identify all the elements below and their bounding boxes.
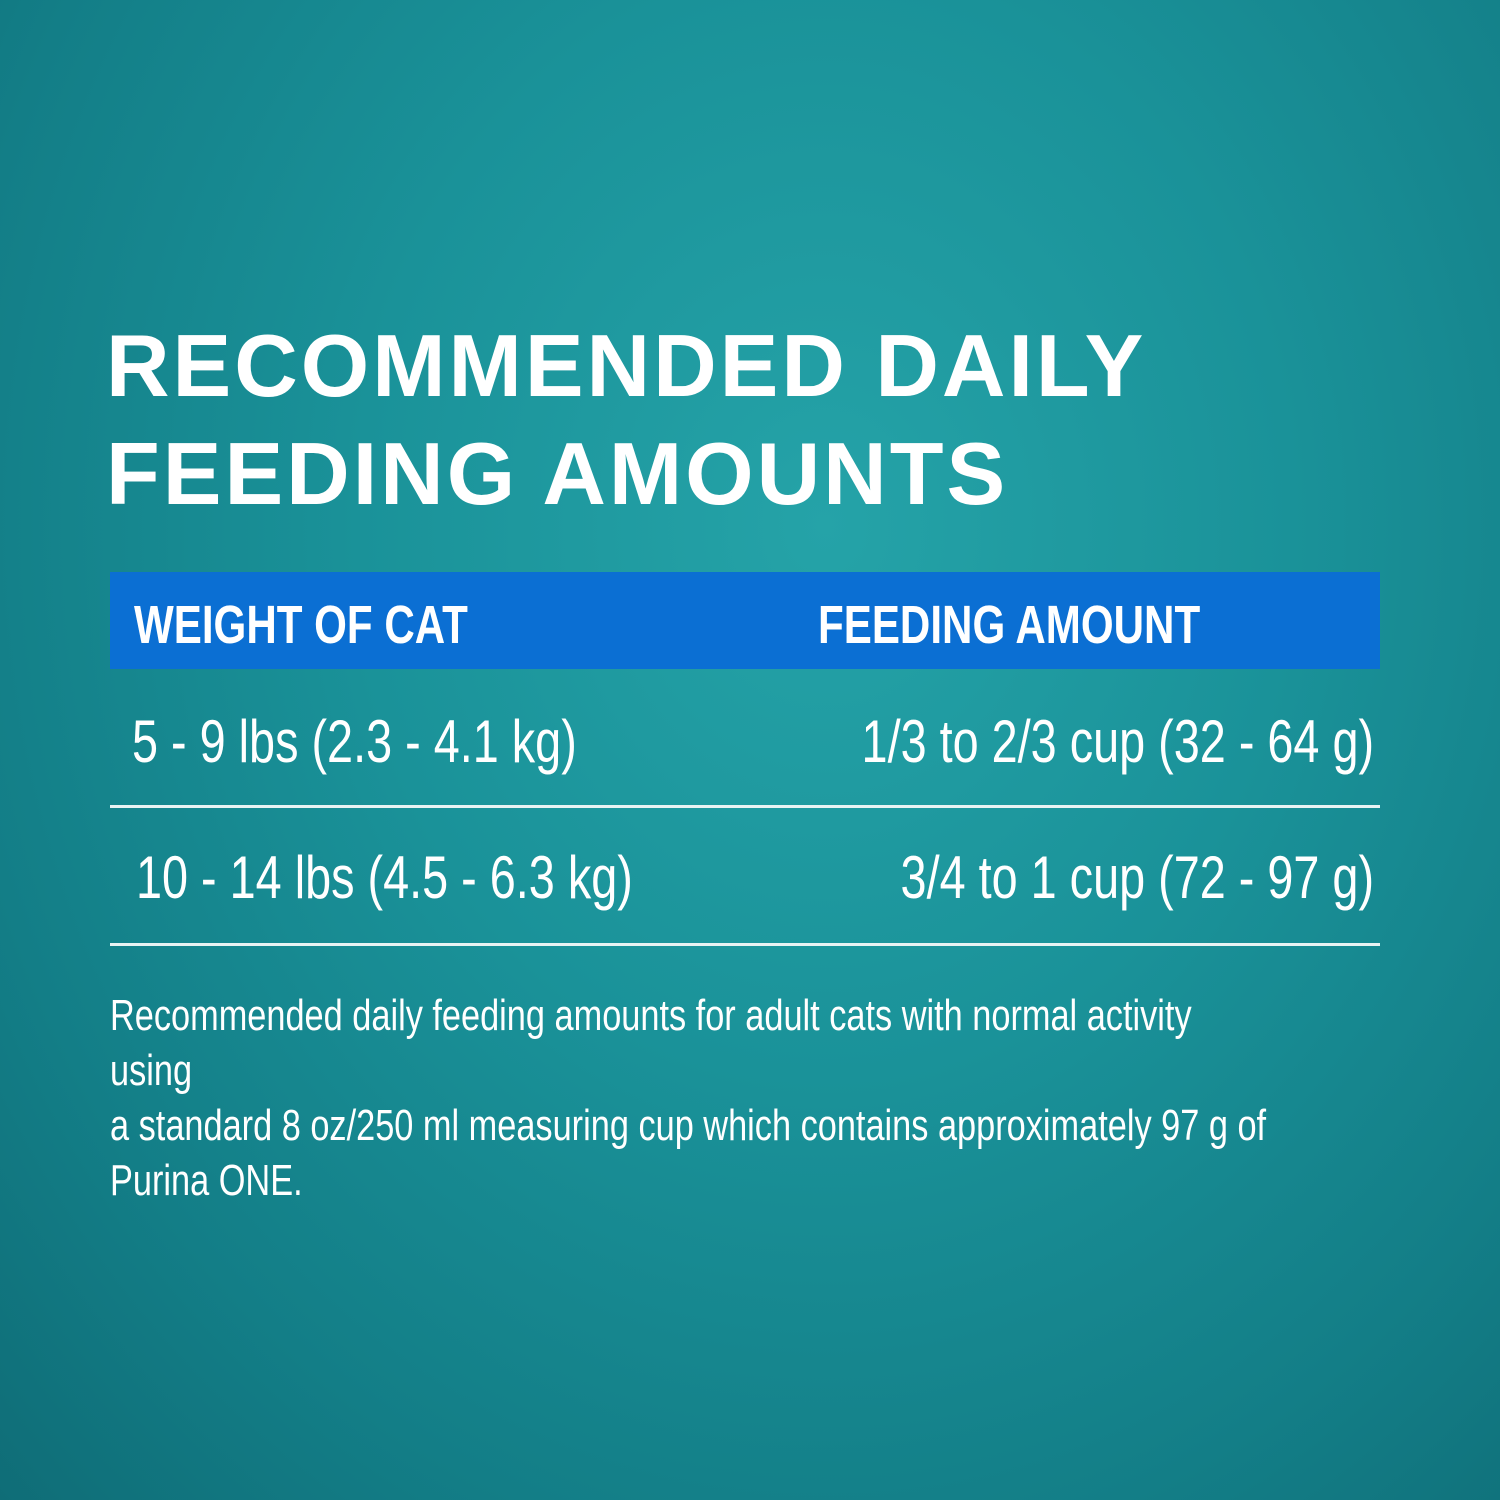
table-row: 5 - 9 lbs (2.3 - 4.1 kg) 1/3 to 2/3 cup … [110,671,1380,808]
cell-weight: 10 - 14 lbs (4.5 - 6.3 kg) [136,844,633,911]
page-title: RECOMMENDED DAILY FEEDING AMOUNTS [106,312,1146,528]
header-weight: WEIGHT OF CAT [134,595,468,655]
table-row: 10 - 14 lbs (4.5 - 6.3 kg) 3/4 to 1 cup … [110,809,1380,946]
table-header: WEIGHT OF CAT FEEDING AMOUNT [110,572,1380,669]
title-line-1: RECOMMENDED DAILY [106,316,1147,415]
title-line-2: FEEDING AMOUNTS [106,424,1009,523]
cell-weight: 5 - 9 lbs (2.3 - 4.1 kg) [132,708,577,775]
cell-amount: 3/4 to 1 cup (72 - 97 g) [900,844,1374,911]
footnote-line-2: a standard 8 oz/250 ml measuring cup whi… [110,1101,1267,1150]
footnote: Recommended daily feeding amounts for ad… [110,988,1280,1208]
header-feeding-amount: FEEDING AMOUNT [818,595,1201,655]
footnote-line-3: Purina ONE. [110,1156,303,1205]
cell-amount: 1/3 to 2/3 cup (32 - 64 g) [861,708,1374,775]
footnote-line-1: Recommended daily feeding amounts for ad… [110,991,1192,1095]
